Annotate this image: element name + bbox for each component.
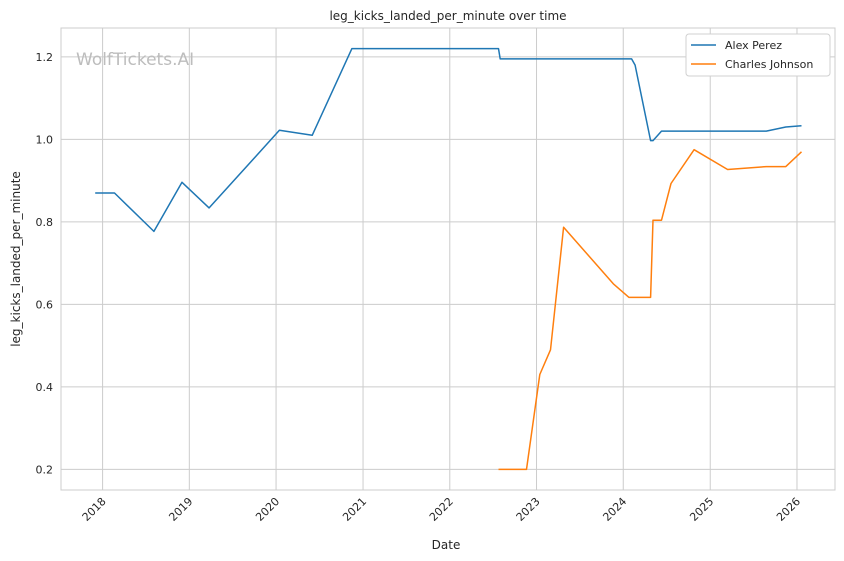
- legend: Alex Perez Charles Johnson: [685, 33, 831, 77]
- y-tick-label: 0.8: [36, 216, 54, 229]
- y-tick-label: 0.4: [36, 381, 54, 394]
- y-tick-label: 1.2: [36, 51, 54, 64]
- legend-label-alex-perez: Alex Perez: [725, 39, 782, 52]
- y-tick-label: 0.2: [36, 463, 54, 476]
- watermark: WolfTickets.AI: [76, 50, 194, 70]
- x-tick-label: 2019: [166, 495, 195, 524]
- x-tick-label: 2026: [774, 495, 803, 524]
- x-tick-label: 2022: [427, 495, 456, 524]
- y-tick-label: 1.0: [36, 133, 54, 146]
- y-axis-title: leg_kicks_landed_per_minute: [9, 171, 23, 347]
- series-lines: [95, 47, 803, 471]
- chart-title: leg_kicks_landed_per_minute over time: [329, 9, 566, 23]
- x-tick-label: 2020: [253, 495, 282, 524]
- x-tick-label: 2023: [514, 495, 543, 524]
- y-tick-label: 0.6: [36, 298, 54, 311]
- series-line-charles-johnson: [498, 148, 803, 471]
- plot-area: [60, 27, 836, 491]
- series-line-alex-perez: [95, 47, 802, 233]
- x-tick-label: 2025: [687, 495, 716, 524]
- x-axis-title: Date: [432, 538, 461, 552]
- legend-box: [685, 33, 831, 77]
- legend-label-charles-johnson: Charles Johnson: [725, 58, 813, 71]
- grid-lines: [61, 28, 835, 490]
- x-tick-label: 2024: [600, 495, 629, 524]
- x-tick-label: 2018: [80, 495, 109, 524]
- x-tick-label: 2021: [340, 495, 369, 524]
